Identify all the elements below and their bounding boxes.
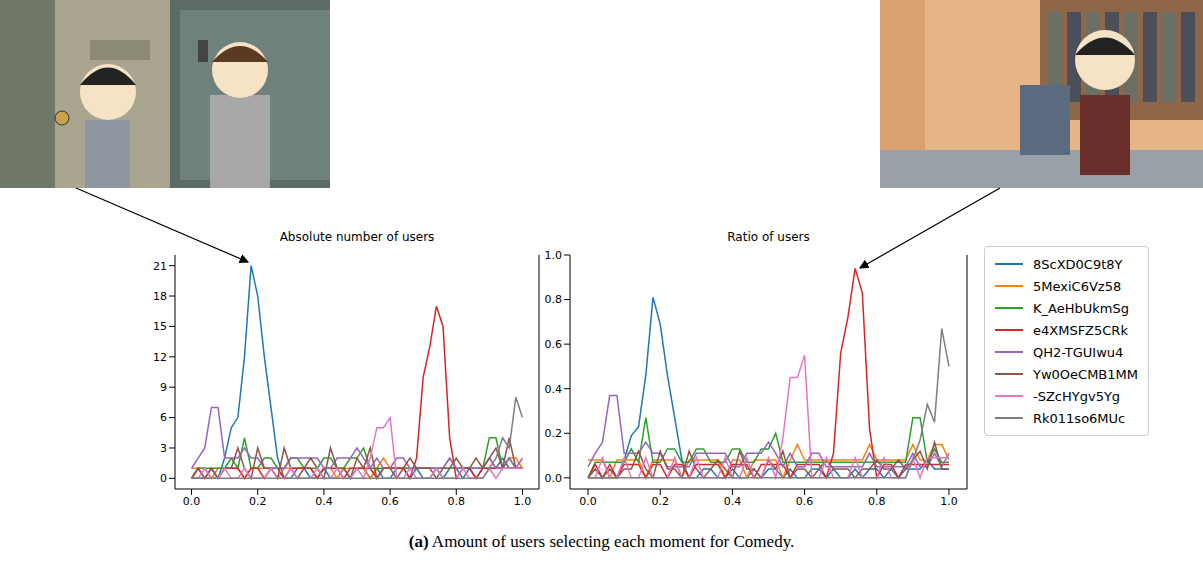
svg-text:9: 9 xyxy=(160,381,167,394)
svg-text:0.4: 0.4 xyxy=(724,495,742,508)
svg-text:15: 15 xyxy=(153,320,167,333)
svg-text:1.0: 1.0 xyxy=(940,495,958,508)
svg-text:0.8: 0.8 xyxy=(868,495,886,508)
svg-text:0.4: 0.4 xyxy=(315,495,333,508)
svg-text:0.6: 0.6 xyxy=(545,338,563,351)
svg-text:0.2: 0.2 xyxy=(651,495,669,508)
html-text:Yw0OeCMB1MM: Yw0OeCMB1MM xyxy=(1033,366,1138,382)
html-text:QH2-TGUIwu4: QH2-TGUIwu4 xyxy=(1033,344,1124,360)
html-text:(a) Amount of users selecting: (a) Amount of users selecting each momen… xyxy=(408,532,795,551)
svg-text:0.0: 0.0 xyxy=(579,495,597,508)
html-text:Ratio of users: Ratio of users xyxy=(727,230,810,244)
html-text:Rk011so6MUc: Rk011so6MUc xyxy=(1033,410,1126,426)
svg-text:0.2: 0.2 xyxy=(249,495,267,508)
svg-text:1.0: 1.0 xyxy=(514,495,532,508)
html-text:8ScXD0C9t8Y: 8ScXD0C9t8Y xyxy=(1033,256,1123,272)
svg-text:0.6: 0.6 xyxy=(381,495,399,508)
svg-text:0.0: 0.0 xyxy=(545,472,563,485)
html-text:e4XMSFZ5CRk: e4XMSFZ5CRk xyxy=(1033,322,1128,338)
svg-text:12: 12 xyxy=(153,351,167,364)
svg-text:0.0: 0.0 xyxy=(183,495,201,508)
svg-text:3: 3 xyxy=(160,442,167,455)
svg-text:0.4: 0.4 xyxy=(545,383,563,396)
svg-text:18: 18 xyxy=(153,290,167,303)
svg-text:21: 21 xyxy=(153,260,167,273)
svg-text:6: 6 xyxy=(160,411,167,424)
svg-text:0.6: 0.6 xyxy=(796,495,814,508)
html-text:K_AeHbUkmSg: K_AeHbUkmSg xyxy=(1033,300,1129,316)
html-text:5MexiC6Vz58: 5MexiC6Vz58 xyxy=(1033,278,1122,294)
html-text:-SZcHYgv5Yg: -SZcHYgv5Yg xyxy=(1033,388,1121,404)
svg-text:0: 0 xyxy=(160,472,167,485)
svg-text:0.8: 0.8 xyxy=(448,495,466,508)
svg-text:0.2: 0.2 xyxy=(545,427,563,440)
html-text:Absolute number of users: Absolute number of users xyxy=(279,230,435,244)
svg-text:1.0: 1.0 xyxy=(545,250,563,262)
svg-text:0.8: 0.8 xyxy=(545,293,563,306)
